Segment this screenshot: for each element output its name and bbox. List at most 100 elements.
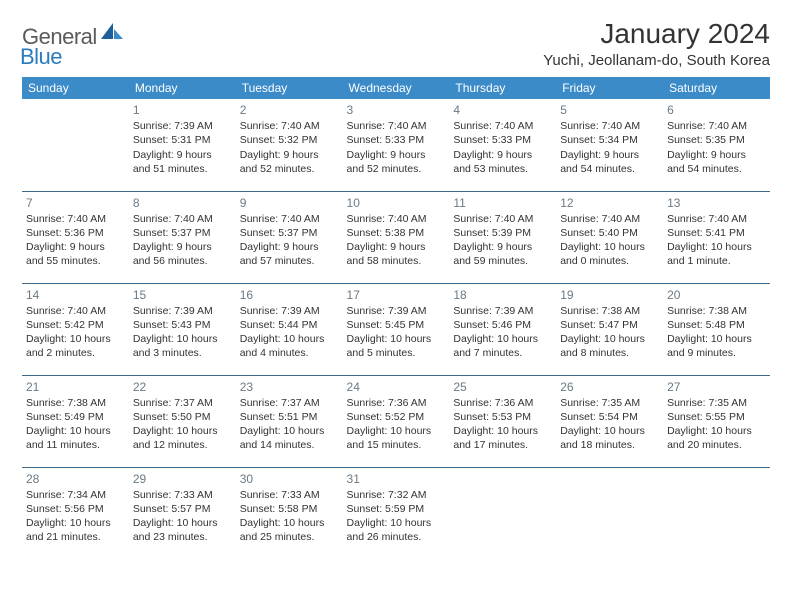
sunset-text: Sunset: 5:48 PM [667, 318, 766, 332]
daylight-text-2: and 2 minutes. [26, 346, 125, 360]
day-number: 5 [560, 102, 659, 118]
day-number: 12 [560, 195, 659, 211]
daylight-text-1: Daylight: 10 hours [133, 424, 232, 438]
daylight-text-2: and 51 minutes. [133, 162, 232, 176]
sunset-text: Sunset: 5:41 PM [667, 226, 766, 240]
day-number: 25 [453, 379, 552, 395]
daylight-text-1: Daylight: 10 hours [560, 424, 659, 438]
day-cell: 9Sunrise: 7:40 AMSunset: 5:37 PMDaylight… [236, 191, 343, 283]
day-cell: 10Sunrise: 7:40 AMSunset: 5:38 PMDayligh… [343, 191, 450, 283]
day-number: 29 [133, 471, 232, 487]
day-cell: 31Sunrise: 7:32 AMSunset: 5:59 PMDayligh… [343, 467, 450, 559]
sunrise-text: Sunrise: 7:38 AM [667, 304, 766, 318]
sunrise-text: Sunrise: 7:40 AM [347, 119, 446, 133]
sunrise-text: Sunrise: 7:33 AM [133, 488, 232, 502]
daylight-text-2: and 8 minutes. [560, 346, 659, 360]
daylight-text-2: and 54 minutes. [560, 162, 659, 176]
sunrise-text: Sunrise: 7:32 AM [347, 488, 446, 502]
daylight-text-1: Daylight: 9 hours [26, 240, 125, 254]
sunrise-text: Sunrise: 7:40 AM [240, 119, 339, 133]
daylight-text-2: and 14 minutes. [240, 438, 339, 452]
weekday-sat: Saturday [663, 77, 770, 99]
daylight-text-1: Daylight: 10 hours [26, 424, 125, 438]
daylight-text-2: and 57 minutes. [240, 254, 339, 268]
day-number: 2 [240, 102, 339, 118]
daylight-text-2: and 9 minutes. [667, 346, 766, 360]
day-cell: 21Sunrise: 7:38 AMSunset: 5:49 PMDayligh… [22, 375, 129, 467]
sail-icon [101, 23, 123, 46]
day-cell: 7Sunrise: 7:40 AMSunset: 5:36 PMDaylight… [22, 191, 129, 283]
day-cell: 15Sunrise: 7:39 AMSunset: 5:43 PMDayligh… [129, 283, 236, 375]
daylight-text-1: Daylight: 10 hours [560, 332, 659, 346]
day-cell: 5Sunrise: 7:40 AMSunset: 5:34 PMDaylight… [556, 99, 663, 191]
daylight-text-2: and 0 minutes. [560, 254, 659, 268]
brand-text-2: Blue [20, 44, 62, 69]
day-cell: 20Sunrise: 7:38 AMSunset: 5:48 PMDayligh… [663, 283, 770, 375]
daylight-text-1: Daylight: 9 hours [667, 148, 766, 162]
daylight-text-2: and 12 minutes. [133, 438, 232, 452]
sunset-text: Sunset: 5:42 PM [26, 318, 125, 332]
daylight-text-1: Daylight: 9 hours [347, 240, 446, 254]
weekday-fri: Friday [556, 77, 663, 99]
sunrise-text: Sunrise: 7:35 AM [560, 396, 659, 410]
day-cell [22, 99, 129, 191]
sunset-text: Sunset: 5:51 PM [240, 410, 339, 424]
daylight-text-1: Daylight: 10 hours [667, 424, 766, 438]
day-cell: 16Sunrise: 7:39 AMSunset: 5:44 PMDayligh… [236, 283, 343, 375]
day-cell: 28Sunrise: 7:34 AMSunset: 5:56 PMDayligh… [22, 467, 129, 559]
day-cell: 11Sunrise: 7:40 AMSunset: 5:39 PMDayligh… [449, 191, 556, 283]
day-number: 17 [347, 287, 446, 303]
sunset-text: Sunset: 5:46 PM [453, 318, 552, 332]
sunrise-text: Sunrise: 7:40 AM [560, 212, 659, 226]
calendar-table: Sunday Monday Tuesday Wednesday Thursday… [22, 77, 770, 559]
daylight-text-1: Daylight: 9 hours [133, 240, 232, 254]
daylight-text-1: Daylight: 10 hours [347, 516, 446, 530]
day-cell: 27Sunrise: 7:35 AMSunset: 5:55 PMDayligh… [663, 375, 770, 467]
sunset-text: Sunset: 5:54 PM [560, 410, 659, 424]
sunset-text: Sunset: 5:43 PM [133, 318, 232, 332]
sunset-text: Sunset: 5:57 PM [133, 502, 232, 516]
sunset-text: Sunset: 5:33 PM [453, 133, 552, 147]
daylight-text-2: and 21 minutes. [26, 530, 125, 544]
sunrise-text: Sunrise: 7:33 AM [240, 488, 339, 502]
sunset-text: Sunset: 5:35 PM [667, 133, 766, 147]
daylight-text-2: and 11 minutes. [26, 438, 125, 452]
sunrise-text: Sunrise: 7:40 AM [26, 212, 125, 226]
day-cell: 18Sunrise: 7:39 AMSunset: 5:46 PMDayligh… [449, 283, 556, 375]
day-number: 14 [26, 287, 125, 303]
day-cell: 8Sunrise: 7:40 AMSunset: 5:37 PMDaylight… [129, 191, 236, 283]
sunset-text: Sunset: 5:50 PM [133, 410, 232, 424]
sunset-text: Sunset: 5:34 PM [560, 133, 659, 147]
day-number: 9 [240, 195, 339, 211]
sunset-text: Sunset: 5:40 PM [560, 226, 659, 240]
daylight-text-1: Daylight: 9 hours [453, 240, 552, 254]
day-cell: 25Sunrise: 7:36 AMSunset: 5:53 PMDayligh… [449, 375, 556, 467]
sunset-text: Sunset: 5:44 PM [240, 318, 339, 332]
day-cell: 24Sunrise: 7:36 AMSunset: 5:52 PMDayligh… [343, 375, 450, 467]
sunrise-text: Sunrise: 7:39 AM [347, 304, 446, 318]
daylight-text-2: and 52 minutes. [240, 162, 339, 176]
sunrise-text: Sunrise: 7:38 AM [26, 396, 125, 410]
daylight-text-2: and 55 minutes. [26, 254, 125, 268]
daylight-text-1: Daylight: 10 hours [133, 516, 232, 530]
sunset-text: Sunset: 5:36 PM [26, 226, 125, 240]
daylight-text-1: Daylight: 10 hours [453, 332, 552, 346]
sunrise-text: Sunrise: 7:40 AM [667, 212, 766, 226]
sunrise-text: Sunrise: 7:35 AM [667, 396, 766, 410]
day-number: 31 [347, 471, 446, 487]
day-cell [663, 467, 770, 559]
day-number: 20 [667, 287, 766, 303]
day-cell: 12Sunrise: 7:40 AMSunset: 5:40 PMDayligh… [556, 191, 663, 283]
day-number: 18 [453, 287, 552, 303]
day-number: 21 [26, 379, 125, 395]
sunrise-text: Sunrise: 7:34 AM [26, 488, 125, 502]
daylight-text-1: Daylight: 10 hours [133, 332, 232, 346]
sunrise-text: Sunrise: 7:39 AM [133, 119, 232, 133]
daylight-text-1: Daylight: 10 hours [667, 240, 766, 254]
day-cell: 3Sunrise: 7:40 AMSunset: 5:33 PMDaylight… [343, 99, 450, 191]
daylight-text-2: and 5 minutes. [347, 346, 446, 360]
daylight-text-2: and 56 minutes. [133, 254, 232, 268]
daylight-text-2: and 1 minute. [667, 254, 766, 268]
day-number: 3 [347, 102, 446, 118]
sunrise-text: Sunrise: 7:37 AM [240, 396, 339, 410]
